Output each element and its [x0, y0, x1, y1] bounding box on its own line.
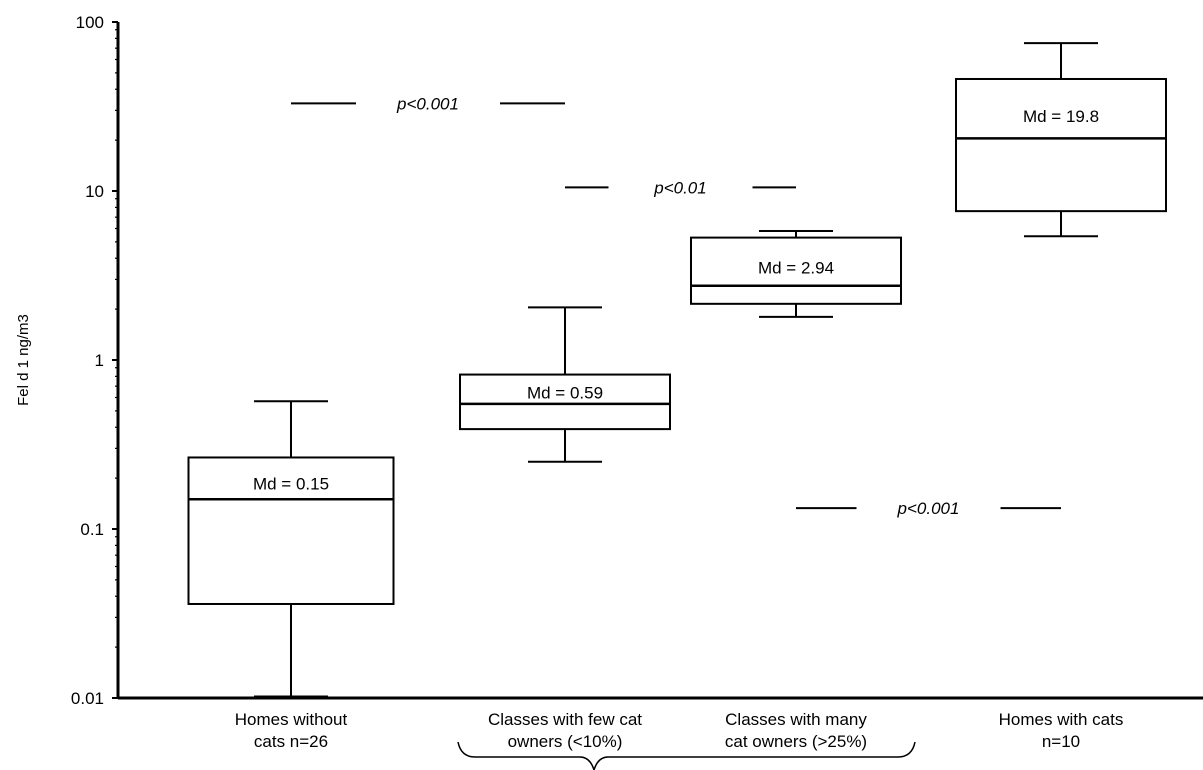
comparison-3: p<0.001 — [796, 499, 1061, 518]
iqr-box — [187, 456, 395, 605]
category-label: Homes with cats n=10 — [999, 710, 1124, 751]
box-2: Md = 0.59 — [459, 306, 671, 463]
category-label-line: cat owners (>25%) — [725, 732, 867, 751]
group-brace — [457, 741, 916, 770]
category-label-line: Classes with few cat — [488, 710, 642, 729]
category-label-line: n=10 — [1042, 732, 1080, 751]
y-tick-label: 10 — [85, 182, 104, 201]
x-category-labels: Homes without cats n=26 Classes with few c… — [235, 710, 1124, 751]
y-tick-label: 0.1 — [80, 520, 104, 539]
median-label: Md = 2.94 — [758, 258, 834, 277]
category-label: Classes with many cat owners (>25%) — [725, 710, 867, 751]
box-4: Md = 19.8 — [955, 42, 1167, 238]
y-axis-label: Fel d 1 ng/m3 — [15, 314, 32, 406]
y-tick-label: 0.01 — [71, 689, 104, 708]
comparisons: p<0.001 p<0.01 p<0.001 — [291, 94, 1061, 518]
median-label: Md = 19.8 — [1023, 107, 1099, 126]
category-label-line: owners (<10%) — [508, 732, 623, 751]
p-value-label: p<0.01 — [653, 178, 706, 197]
axes: 0.01 0.1 1 10 100 — [71, 13, 1203, 708]
category-label-line: Homes with cats — [999, 710, 1124, 729]
category-label: Homes without cats n=26 — [235, 710, 348, 751]
boxes: Md = 0.15 Md = 0.59 Md = 2.94 Md = 19.8 — [187, 42, 1167, 698]
comparison-2: p<0.01 — [565, 178, 796, 197]
median-label: Md = 0.59 — [527, 384, 603, 403]
box-1: Md = 0.15 — [187, 400, 395, 698]
iqr-box — [459, 373, 671, 431]
comparison-1: p<0.001 — [291, 94, 565, 113]
iqr-box — [955, 77, 1167, 213]
iqr-box — [690, 236, 902, 305]
p-value-label: p<0.001 — [396, 94, 459, 113]
median-label: Md = 0.15 — [253, 474, 329, 493]
category-label-line: Homes without — [235, 710, 348, 729]
category-label-line: Classes with many — [725, 710, 867, 729]
box-3: Md = 2.94 — [690, 229, 902, 318]
p-value-label: p<0.001 — [897, 499, 960, 518]
category-label: Classes with few cat owners (<10%) — [488, 710, 642, 751]
y-tick-label: 100 — [76, 13, 104, 32]
y-tick-label: 1 — [95, 351, 104, 370]
category-label-line: cats n=26 — [254, 732, 328, 751]
